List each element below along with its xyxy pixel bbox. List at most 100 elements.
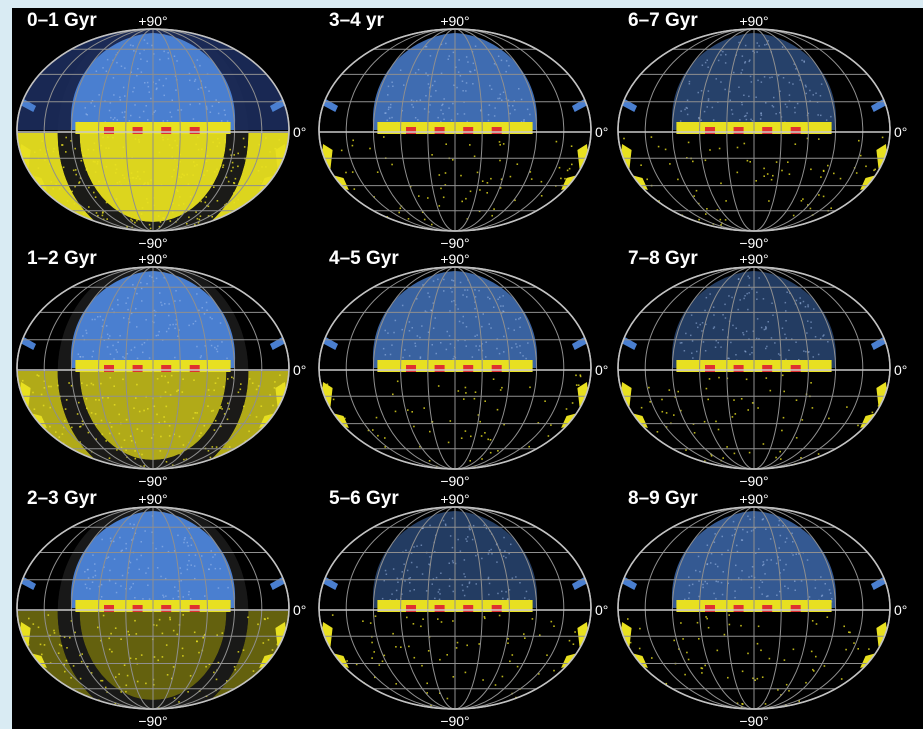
star-point bbox=[493, 306, 495, 308]
star-point bbox=[243, 444, 245, 446]
star-point bbox=[516, 665, 519, 668]
star-point bbox=[112, 77, 115, 79]
star-point bbox=[174, 327, 176, 330]
star-point bbox=[788, 94, 791, 96]
star-point bbox=[792, 83, 794, 85]
star-point bbox=[807, 204, 809, 206]
star-point bbox=[136, 326, 138, 328]
sky-border bbox=[318, 266, 592, 470]
star-point bbox=[859, 686, 862, 689]
star-point bbox=[736, 702, 739, 705]
star-point bbox=[848, 631, 850, 633]
star-point bbox=[471, 356, 474, 358]
star-point bbox=[38, 466, 41, 468]
star-point bbox=[218, 142, 221, 144]
star-point bbox=[413, 656, 416, 659]
star-point bbox=[201, 555, 203, 557]
star-point bbox=[698, 580, 700, 582]
star-point bbox=[345, 171, 347, 174]
star-point bbox=[113, 385, 115, 387]
star-point bbox=[546, 654, 548, 656]
star-point bbox=[143, 171, 145, 173]
star-point bbox=[704, 460, 706, 462]
star-point bbox=[447, 441, 450, 444]
star-point bbox=[872, 427, 875, 429]
star-point bbox=[96, 161, 99, 163]
star-point bbox=[205, 665, 207, 668]
star-point bbox=[487, 114, 490, 116]
star-point bbox=[720, 81, 722, 83]
star-point bbox=[657, 691, 660, 693]
star-point bbox=[742, 528, 744, 531]
south-pole-label: −90° bbox=[440, 235, 469, 251]
star-point bbox=[558, 166, 561, 169]
star-point bbox=[216, 634, 218, 636]
star-point bbox=[765, 377, 768, 379]
star-point bbox=[810, 327, 812, 329]
star-point bbox=[148, 357, 151, 359]
star-point bbox=[543, 690, 545, 692]
star-point bbox=[737, 308, 739, 311]
star-point bbox=[481, 180, 484, 182]
star-point bbox=[756, 291, 758, 294]
star-point bbox=[174, 300, 176, 302]
star-point bbox=[744, 44, 747, 47]
star-point bbox=[207, 389, 210, 391]
star-point bbox=[765, 326, 767, 328]
star-point bbox=[445, 42, 447, 45]
star-point bbox=[195, 211, 197, 213]
star-point bbox=[882, 167, 884, 170]
star-point bbox=[147, 408, 149, 410]
star-point bbox=[680, 409, 682, 412]
star-point bbox=[244, 440, 247, 442]
panel-title: 0–1 Gyr bbox=[27, 10, 97, 31]
star-point bbox=[93, 142, 96, 145]
star-point bbox=[425, 95, 427, 97]
star-point bbox=[391, 81, 393, 83]
meridian-line bbox=[98, 29, 208, 231]
star-point bbox=[480, 110, 482, 112]
star-point bbox=[155, 624, 158, 627]
star-point bbox=[540, 180, 543, 183]
star-point bbox=[129, 588, 131, 590]
star-point bbox=[516, 163, 519, 165]
star-point bbox=[489, 451, 492, 454]
star-point bbox=[673, 466, 675, 469]
star-point bbox=[488, 550, 491, 552]
equatorial-mark bbox=[790, 605, 801, 612]
star-point bbox=[255, 388, 258, 391]
star-point bbox=[752, 50, 754, 52]
star-point bbox=[65, 659, 68, 662]
star-point bbox=[686, 113, 689, 116]
star-point bbox=[125, 302, 127, 304]
star-point bbox=[274, 185, 276, 187]
star-point bbox=[123, 317, 125, 319]
star-point bbox=[161, 375, 163, 377]
meridian-line bbox=[671, 267, 837, 469]
star-point bbox=[104, 686, 107, 689]
star-point bbox=[511, 654, 514, 656]
star-point bbox=[482, 313, 484, 315]
star-point bbox=[508, 589, 511, 591]
star-point bbox=[779, 534, 782, 537]
star-point bbox=[465, 197, 467, 200]
star-point bbox=[112, 344, 114, 347]
star-point bbox=[331, 614, 334, 616]
star-point bbox=[736, 550, 739, 553]
star-point bbox=[754, 679, 756, 681]
star-point bbox=[384, 354, 387, 356]
star-point bbox=[712, 306, 715, 308]
south-pole-label: −90° bbox=[739, 235, 768, 251]
star-point bbox=[857, 424, 859, 427]
star-point bbox=[21, 418, 23, 420]
star-point bbox=[280, 198, 282, 200]
star-point bbox=[810, 650, 813, 653]
star-point bbox=[134, 221, 136, 224]
star-point bbox=[500, 178, 503, 181]
star-point bbox=[237, 651, 240, 653]
panel-title: 6–7 Gyr bbox=[628, 10, 698, 31]
star-point bbox=[269, 422, 271, 425]
star-point bbox=[189, 79, 191, 82]
star-point bbox=[116, 449, 118, 451]
star-point bbox=[382, 347, 385, 350]
